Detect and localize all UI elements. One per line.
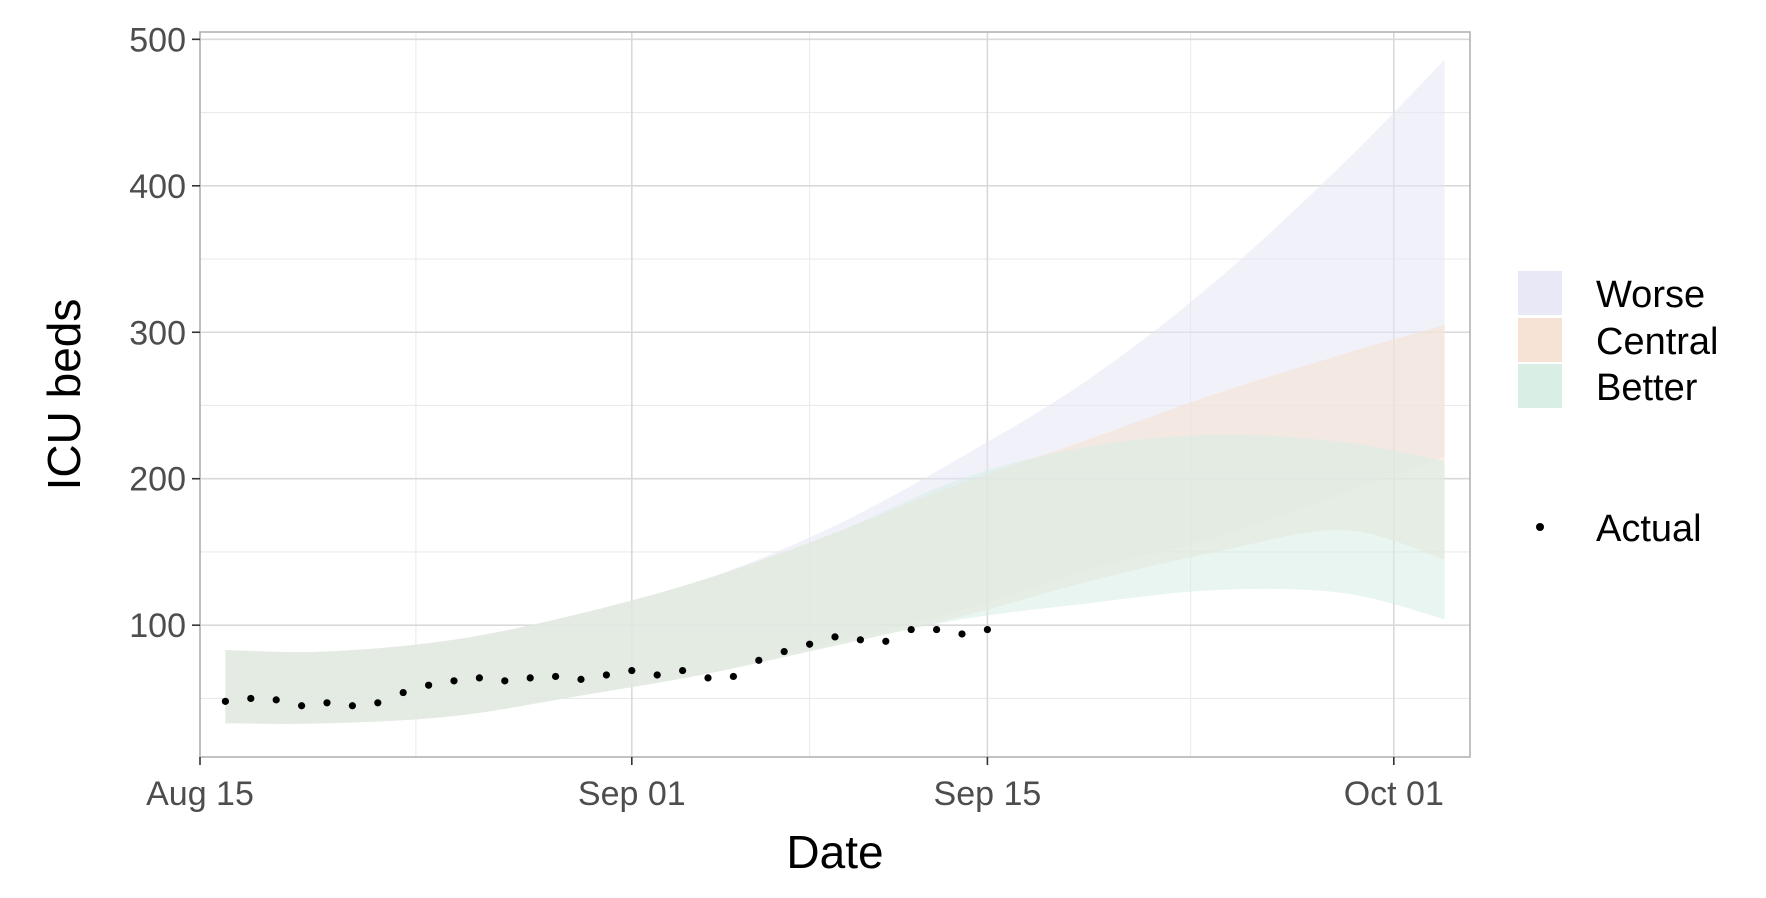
actual-point: [729, 672, 738, 681]
actual-point: [856, 636, 865, 644]
y-tick-label: 200: [129, 461, 186, 499]
y-tick-label: 300: [129, 314, 186, 352]
y-axis: 100 200 300 400 500: [129, 21, 200, 645]
actual-point: [628, 666, 636, 675]
actual-point: [552, 672, 560, 681]
band-central: [225, 324, 1445, 724]
x-tick-label: Oct 01: [1344, 775, 1444, 813]
actual-point: [755, 656, 763, 664]
legend-key-worse: [1518, 271, 1562, 315]
y-tick-label: 500: [129, 21, 186, 59]
bands: [225, 59, 1445, 724]
actual-point: [958, 630, 966, 638]
y-tick-label: 400: [129, 168, 186, 206]
actual-point: [450, 677, 458, 685]
legend-key-central: [1518, 318, 1562, 362]
actual-point: [704, 674, 712, 682]
x-axis: Aug 15 Sep 01 Sep 15 Oct 01: [146, 757, 1444, 813]
actual-point: [221, 697, 229, 705]
x-tick-label: Aug 15: [146, 775, 254, 813]
actual-point: [831, 633, 839, 641]
x-axis-title: Date: [786, 826, 883, 878]
actual-points: [221, 625, 992, 710]
legend-label-better: Better: [1596, 367, 1698, 409]
actual-point: [475, 674, 483, 682]
actual-point: [348, 702, 356, 710]
actual-point: [882, 637, 890, 645]
actual-point: [399, 688, 407, 697]
actual-point: [374, 699, 382, 707]
actual-point: [983, 625, 992, 634]
legend-key-actual: [1536, 523, 1544, 531]
x-tick-label: Sep 01: [578, 775, 686, 813]
actual-point: [653, 671, 661, 679]
band-better: [225, 434, 1445, 724]
legend-label-actual: Actual: [1596, 508, 1702, 550]
actual-point: [679, 666, 687, 675]
actual-point: [907, 625, 915, 634]
actual-point: [577, 675, 585, 683]
actual-point: [323, 699, 331, 707]
actual-point: [780, 647, 788, 656]
actual-point: [298, 702, 306, 710]
actual-point: [425, 681, 433, 689]
actual-point: [272, 696, 280, 704]
actual-point: [806, 640, 814, 648]
y-tick-label: 100: [129, 607, 186, 645]
actual-point: [602, 671, 611, 679]
legend-label-central: Central: [1596, 321, 1719, 363]
actual-point: [501, 677, 509, 685]
x-tick-label: Sep 15: [934, 775, 1042, 813]
y-axis-title: ICU beds: [38, 299, 90, 491]
legend-label-worse: Worse: [1596, 274, 1705, 316]
legend-key-better: [1518, 364, 1562, 408]
panel-border: [199, 31, 1471, 758]
actual-point: [247, 694, 255, 703]
actual-point: [933, 625, 941, 634]
actual-point: [526, 674, 534, 682]
